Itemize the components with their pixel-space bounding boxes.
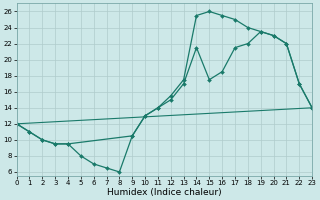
X-axis label: Humidex (Indice chaleur): Humidex (Indice chaleur) <box>107 188 222 197</box>
